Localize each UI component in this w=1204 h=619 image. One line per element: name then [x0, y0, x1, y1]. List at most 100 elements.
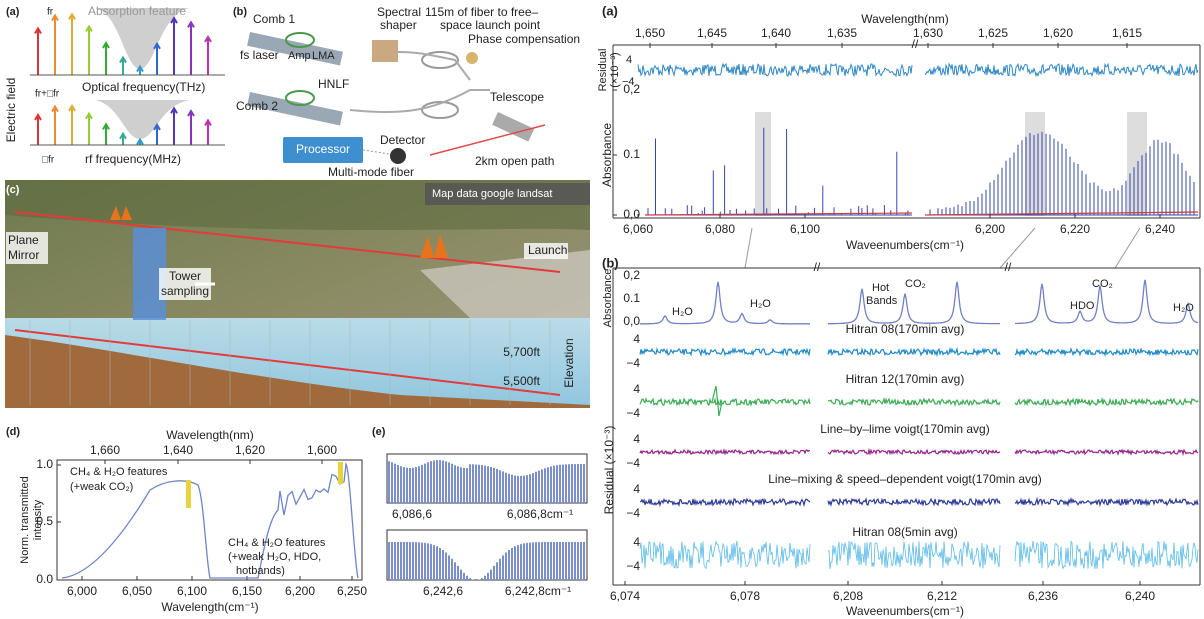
label: Bands	[866, 295, 898, 307]
label: 1.0	[36, 457, 53, 471]
label: LMA	[312, 50, 335, 62]
comb-tooth	[119, 131, 127, 145]
label: Comb 1	[253, 12, 295, 26]
trace	[639, 385, 1199, 417]
plot-frame	[56, 459, 363, 581]
label: HNLF	[318, 77, 349, 91]
axis-break: //	[814, 260, 821, 274]
label: Multi-mode fiber	[328, 165, 414, 179]
label: 1,650	[635, 26, 665, 40]
label: Telescope	[490, 90, 544, 104]
label: space launch point	[440, 18, 541, 32]
label: 1,635	[827, 26, 857, 40]
label: 6,074	[610, 589, 640, 603]
label: 6,208	[833, 589, 863, 603]
trace	[639, 496, 1199, 508]
label: Hitran 08(5min avg)	[852, 525, 957, 539]
label: Elevation	[562, 338, 576, 387]
comb-tooth	[34, 26, 42, 75]
trace	[639, 346, 1199, 358]
trace	[1015, 279, 1199, 325]
label: 6,086,8cm⁻¹	[507, 507, 573, 521]
label: −4	[626, 506, 640, 520]
trace	[644, 211, 1199, 216]
label: 1,615	[1112, 26, 1142, 40]
label: H₂O	[750, 298, 771, 310]
label: Comb 2	[236, 99, 278, 113]
label: 6,200	[285, 584, 315, 598]
label: Electric field	[4, 78, 18, 143]
label: −4	[622, 76, 635, 88]
label: 1,625	[978, 26, 1008, 40]
label: 6,250	[337, 584, 367, 598]
trace	[639, 539, 1199, 570]
label: 4	[633, 482, 640, 496]
label: H₂O	[672, 306, 693, 318]
comb-tooth	[102, 122, 110, 145]
label: 6,080	[705, 222, 735, 236]
label-box	[159, 268, 211, 300]
comb-tooth	[204, 34, 212, 75]
comb-tooth	[136, 64, 144, 75]
label: 6,100	[790, 222, 820, 236]
comb-tooth	[170, 16, 178, 75]
label: (e)	[372, 426, 386, 438]
comb-tooth	[68, 12, 76, 75]
label: 6,220	[1060, 222, 1090, 236]
label: 115m of fiber to free–	[425, 5, 539, 19]
label: Waveenumbers(cm⁻¹)	[846, 604, 964, 618]
label: Line–mixing & speed–dependent voigt(170m…	[768, 472, 1042, 486]
comb-tooth	[85, 111, 93, 145]
label: (a)	[602, 3, 618, 18]
label: Tower	[169, 269, 201, 283]
label: (c)	[6, 184, 20, 196]
label: 0.0	[36, 572, 53, 586]
label: 6,086,6	[392, 507, 432, 521]
label: 6,100	[177, 584, 207, 598]
trace	[388, 542, 585, 580]
label: 1,640	[163, 443, 193, 457]
comb-tooth	[85, 24, 93, 75]
label: (d)	[6, 426, 20, 438]
label: Hitran 12(170min avg)	[846, 372, 965, 386]
label: Hitran 08(170min avg)	[846, 322, 965, 336]
label: (+weak CO₂)	[70, 481, 133, 493]
comb-tooth	[51, 104, 59, 145]
label: □fr	[42, 155, 55, 166]
label: Waveenumbers(cm⁻¹)	[846, 238, 964, 252]
label: 1,640	[761, 26, 791, 40]
trace	[639, 447, 1199, 457]
label: 0,2	[623, 82, 640, 96]
label: Wavelength(nm)	[861, 12, 949, 26]
label: 1,620	[235, 443, 265, 457]
comb-tooth	[153, 41, 161, 75]
label: intensity	[32, 499, 44, 540]
label: CO₂	[1092, 278, 1113, 290]
apparatus	[247, 32, 546, 164]
label: 6,000	[67, 584, 97, 598]
trace	[828, 281, 1000, 325]
label: Absorbance	[600, 123, 614, 187]
label: hotbands)	[236, 565, 285, 577]
label: 4	[633, 432, 640, 446]
label: Absorbance	[602, 269, 614, 328]
comb-tooth	[119, 55, 127, 75]
label: Phase compensation	[468, 32, 580, 46]
label: 4	[626, 54, 632, 66]
trace	[639, 281, 810, 325]
label: CH₄ & H₂O features	[70, 466, 168, 478]
comb-tooth	[187, 109, 195, 145]
label: fr+□fr	[35, 89, 60, 100]
label: sampling	[161, 284, 209, 298]
label: 6,236	[1028, 589, 1058, 603]
label: Line–by–lime voigt(170min avg)	[820, 422, 989, 436]
label: (b)	[233, 6, 247, 18]
label: −4	[626, 406, 640, 420]
label: −4	[626, 456, 640, 470]
label: 4	[633, 382, 640, 396]
label: Absorption feature	[88, 4, 186, 18]
label: CO₂	[905, 278, 926, 290]
comb-tooth	[153, 122, 161, 145]
label: 1,645	[697, 26, 727, 40]
label: 0.5	[36, 514, 53, 528]
